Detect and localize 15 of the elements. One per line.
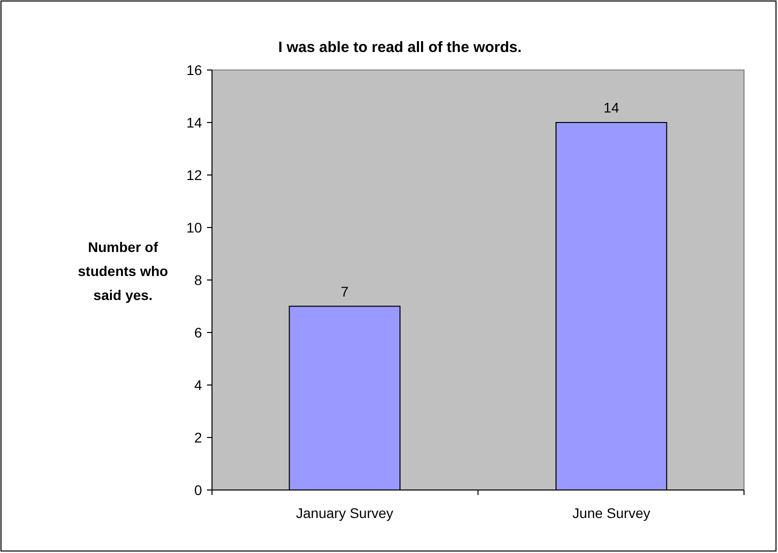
data-label: 7 xyxy=(340,283,349,300)
chart-title: I was able to read all of the words. xyxy=(278,39,522,56)
x-tick-label: June Survey xyxy=(572,505,650,521)
y-tick-label: 16 xyxy=(186,62,202,78)
y-tick-label: 14 xyxy=(186,114,202,130)
y-tick-label: 12 xyxy=(186,166,202,183)
y-tick-label: 0 xyxy=(194,482,202,498)
y-tick-label: 10 xyxy=(186,219,202,236)
y-axis-title: Number of students who said yes. xyxy=(78,239,168,303)
y-tick-label: 4 xyxy=(194,376,202,393)
y-tick-label: 6 xyxy=(194,324,202,340)
y-tick-label: 2 xyxy=(194,429,202,446)
y-tick-label: 8 xyxy=(194,272,202,288)
x-tick-label: January Survey xyxy=(296,505,394,521)
data-label: 14 xyxy=(604,100,620,116)
